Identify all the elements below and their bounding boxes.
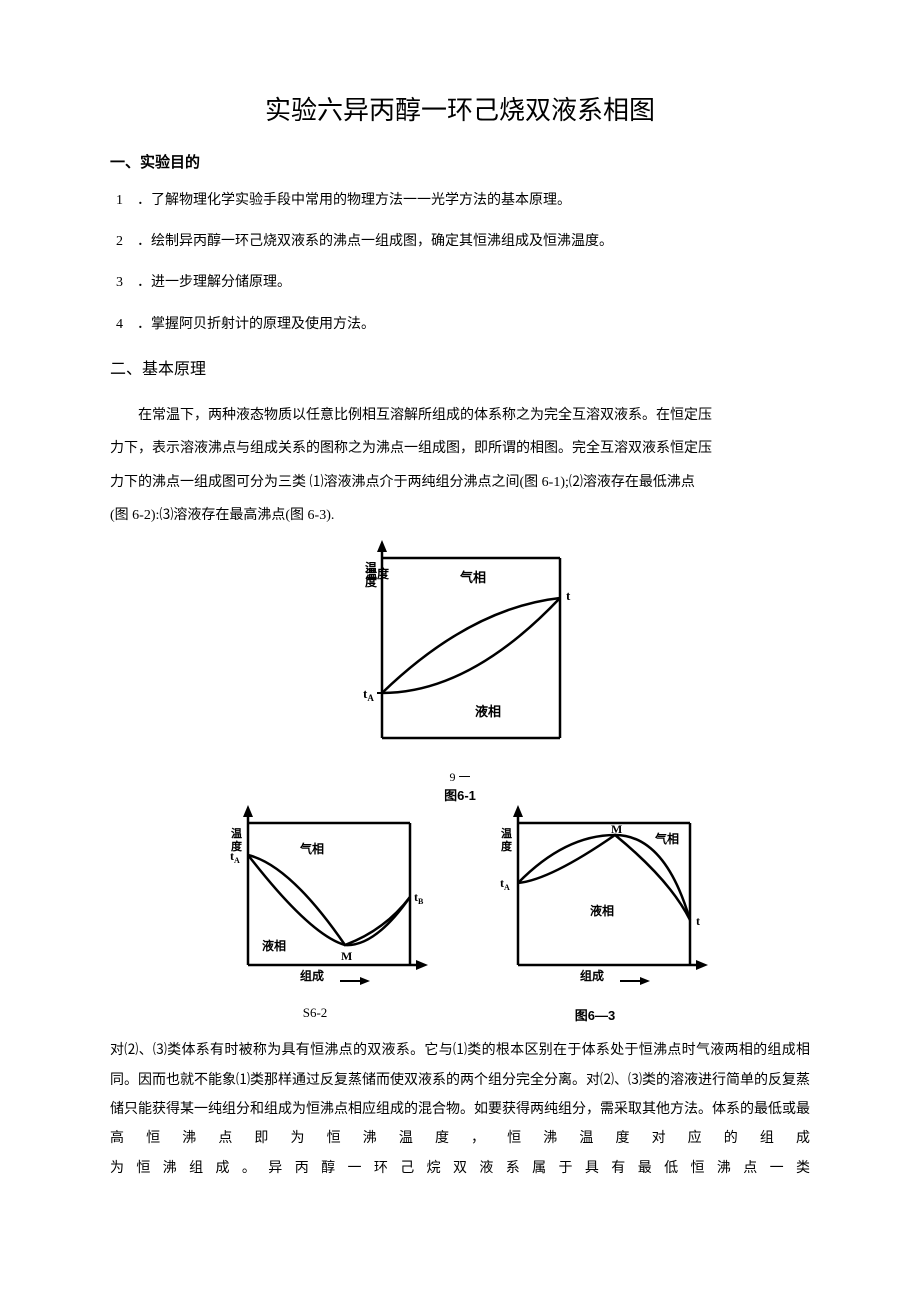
figure-6-2: 温 度 气相 液相 tA tB M 组成 S6-2 xyxy=(200,805,430,1024)
M-label: M xyxy=(611,822,622,836)
principle-paragraph-2: 对⑵、⑶类体系有时被称为具有恒沸点的双液系。它与⑴类的根本区别在于体系处于恒沸点… xyxy=(110,1036,810,1183)
objective-item: 4 ．掌握阿贝折射计的原理及使用方法。 xyxy=(110,312,810,337)
figure-6-1: 温度 温 度 气相 液相 tA t 9 一 图6-1 xyxy=(330,538,590,804)
objective-text: ．进一步理解分储原理。 xyxy=(137,275,291,290)
objective-number: 2 xyxy=(116,234,123,249)
svg-text:温: 温 xyxy=(365,561,377,575)
figures-container: 温度 温 度 气相 液相 tA t 9 一 图6-1 xyxy=(110,538,810,1024)
objective-text: ．掌握阿贝折射计的原理及使用方法。 xyxy=(137,317,375,332)
svg-text:温: 温 xyxy=(501,826,512,840)
objective-number: 4 xyxy=(116,317,123,332)
tA-label: tA xyxy=(363,686,374,703)
objective-text: ．绘制异丙醇一环己烧双液系的沸点一组成图，确定其恒沸组成及恒沸温度。 xyxy=(137,234,613,249)
figure-2-caption: S6-2 xyxy=(200,1005,430,1021)
objective-item: 2 ．绘制异丙醇一环己烧双液系的沸点一组成图，确定其恒沸组成及恒沸温度。 xyxy=(110,229,810,254)
tB-label: t xyxy=(696,914,700,928)
liquid-phase-label: 液相 xyxy=(262,938,286,953)
figure-1-caption: 图6-1 xyxy=(330,785,590,804)
phase-diagram-3-svg: 温 度 气相 液相 tA t M 组成 xyxy=(470,805,720,1005)
section-1-header: 一、实验目的 xyxy=(110,151,810,172)
principle-paragraph-line: 在常温下，两种液态物质以任意比例相互溶解所组成的体系称之为完全互溶双液系。在恒定… xyxy=(110,401,810,430)
phase-diagram-1-svg: 温度 温 度 气相 液相 tA t xyxy=(330,538,590,768)
x-axis-label: 组成 xyxy=(300,968,324,983)
gas-phase-label: 气相 xyxy=(654,831,679,846)
tB-label: t xyxy=(566,588,571,603)
principle-paragraph-line: 力下，表示溶液沸点与组成关系的图称之为沸点一组成图，即所谓的相图。完全互溶双液系… xyxy=(110,434,810,463)
section-2-header: 二、基本原理 xyxy=(110,355,810,379)
svg-text:tA: tA xyxy=(500,876,510,892)
gas-phase-label: 气相 xyxy=(299,841,324,856)
svg-text:度: 度 xyxy=(365,574,378,589)
objective-number: 3 xyxy=(116,275,123,290)
figure-6-3: 温 度 气相 液相 tA t M 组成 图6—3 xyxy=(470,805,720,1024)
svg-text:tB: tB xyxy=(414,890,424,906)
liquid-phase-label: 液相 xyxy=(475,704,501,719)
principle-paragraph-line: 力下的沸点一组成图可分为三类 ⑴溶液沸点介于两纯组分沸点之间(图 6-1);⑵溶… xyxy=(110,468,810,497)
principle-paragraph-line: (图 6-2):⑶溶液存在最高沸点(图 6-3). xyxy=(110,501,810,530)
phase-diagram-2-svg: 温 度 气相 液相 tA tB M 组成 xyxy=(200,805,430,1005)
svg-text:度: 度 xyxy=(501,839,513,853)
x-axis-label: 组成 xyxy=(580,968,604,983)
objective-item: 3 ．进一步理解分储原理。 xyxy=(110,270,810,295)
liquid-phase-label: 液相 xyxy=(590,903,614,918)
objective-text: ．了解物理化学实验手段中常用的物理方法一一光学方法的基本原理。 xyxy=(137,193,571,208)
gas-phase-label: 气相 xyxy=(460,570,486,585)
objective-number: 1 xyxy=(116,193,123,208)
svg-text:温: 温 xyxy=(231,826,242,840)
figure-3-caption: 图6—3 xyxy=(470,1005,720,1024)
page-title: 实验六异丙醇一环己烧双液系相图 xyxy=(110,90,810,127)
principle-paragraph-2-last: 为恒沸组成。异丙醇一环己烷双液系属于具有最低恒沸点一类 xyxy=(110,1154,810,1183)
objective-item: 1 ．了解物理化学实验手段中常用的物理方法一一光学方法的基本原理。 xyxy=(110,188,810,213)
M-label: M xyxy=(341,949,352,963)
figure-1-caption-top: 9 一 xyxy=(330,768,590,785)
